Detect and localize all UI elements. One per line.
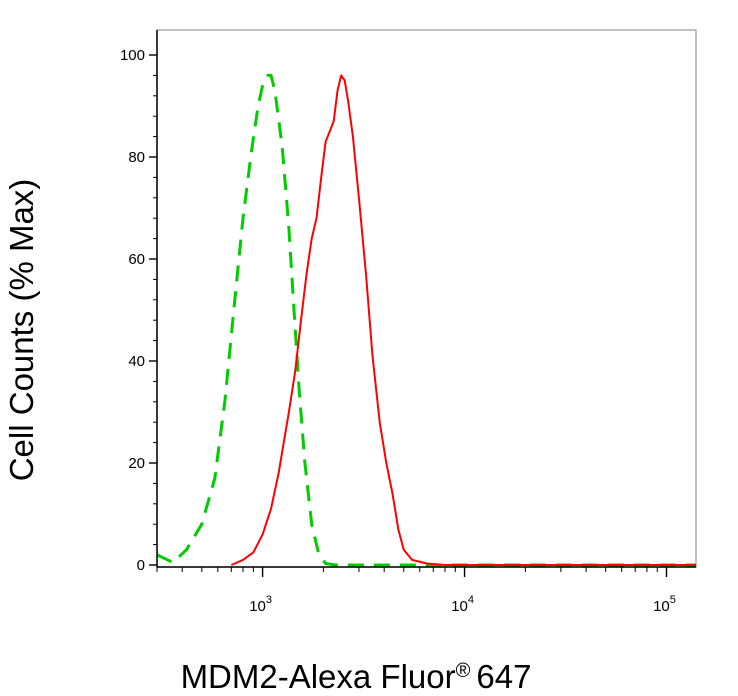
x-tick-label-base: 10 xyxy=(249,598,266,615)
y-tick-label: 40 xyxy=(128,353,145,370)
x-tick-label: 104 xyxy=(451,594,474,615)
x-tick-label-exponent: 5 xyxy=(670,594,676,606)
y-tick-layer: 0 20 40 60 80 100 xyxy=(120,47,157,574)
y-tick-label: 60 xyxy=(128,251,145,268)
x-tick-label: 105 xyxy=(653,594,676,615)
y-tick-label: 20 xyxy=(128,455,145,472)
x-tick-label-base: 10 xyxy=(653,598,670,615)
y-tick-label: 0 xyxy=(137,557,145,574)
x-tick-layer: 103 104 105 xyxy=(156,567,676,615)
x-tick-label-base: 10 xyxy=(451,598,468,615)
plot-area-frame xyxy=(156,29,697,568)
x-axis-title: MDM2-Alexa Fluor® 647 xyxy=(181,658,532,695)
series-line-solid xyxy=(230,74,696,566)
x-axis-title-mark: ® xyxy=(456,660,471,682)
series-layer xyxy=(156,73,696,567)
x-axis-title-suffix: 647 xyxy=(476,658,531,695)
x-tick-label: 103 xyxy=(249,594,272,615)
axis-layer xyxy=(156,30,696,568)
y-tick-label: 80 xyxy=(128,149,145,166)
x-axis-title-main: MDM2-Alexa Fluor xyxy=(181,658,456,695)
x-tick-label-exponent: 4 xyxy=(468,594,474,606)
y-tick-label: 100 xyxy=(120,47,145,64)
y-axis-title: Cell Counts (% Max) xyxy=(3,179,40,482)
series-line-dashed xyxy=(156,73,696,567)
x-tick-label-exponent: 3 xyxy=(266,594,272,606)
